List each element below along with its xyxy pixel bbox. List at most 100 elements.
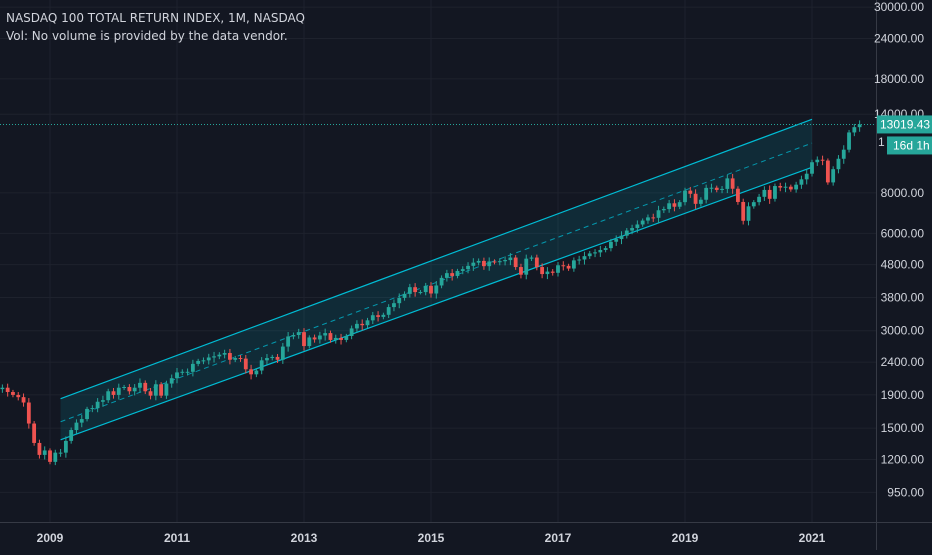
candle[interactable] — [815, 159, 820, 163]
candle[interactable] — [106, 391, 111, 401]
candle[interactable] — [746, 206, 751, 221]
candle[interactable] — [492, 261, 497, 263]
candle[interactable] — [450, 273, 455, 276]
candle[interactable] — [90, 408, 95, 410]
candle[interactable] — [804, 173, 809, 180]
candle[interactable] — [302, 332, 306, 347]
candle[interactable] — [159, 384, 164, 396]
candle[interactable] — [598, 249, 603, 253]
candle[interactable] — [434, 285, 439, 294]
candle[interactable] — [439, 277, 444, 286]
candle[interactable] — [471, 262, 476, 266]
candle[interactable] — [550, 271, 555, 273]
candle[interactable] — [709, 187, 714, 189]
candle[interactable] — [725, 178, 730, 189]
candle[interactable] — [762, 189, 767, 197]
candle[interactable] — [857, 124, 862, 128]
candle[interactable] — [53, 452, 58, 462]
candle[interactable] — [751, 202, 756, 207]
candle[interactable] — [127, 387, 132, 392]
candle[interactable] — [831, 169, 836, 183]
candle[interactable] — [101, 400, 105, 402]
candle[interactable] — [206, 357, 211, 361]
candle[interactable] — [148, 391, 153, 396]
candle[interactable] — [556, 265, 560, 273]
candle[interactable] — [275, 356, 280, 360]
candle[interactable] — [852, 127, 857, 133]
candle[interactable] — [95, 401, 100, 409]
candle[interactable] — [360, 323, 365, 326]
candle[interactable] — [741, 201, 746, 221]
candle[interactable] — [614, 239, 619, 242]
candle[interactable] — [825, 160, 830, 183]
candle[interactable] — [217, 354, 222, 357]
candle[interactable] — [344, 335, 349, 340]
candle[interactable] — [508, 257, 513, 261]
candle[interactable] — [704, 187, 709, 200]
candle[interactable] — [11, 391, 15, 395]
candle[interactable] — [656, 210, 661, 218]
candle[interactable] — [582, 256, 587, 260]
candle[interactable] — [370, 315, 375, 321]
candle[interactable] — [63, 440, 68, 453]
candle[interactable] — [444, 273, 449, 278]
candle[interactable] — [79, 419, 84, 423]
candle[interactable] — [328, 333, 333, 340]
candle[interactable] — [402, 293, 407, 298]
candle[interactable] — [773, 186, 777, 199]
candle[interactable] — [386, 307, 391, 315]
candle[interactable] — [836, 158, 841, 170]
candle[interactable] — [587, 253, 592, 257]
candle[interactable] — [810, 162, 814, 174]
candle[interactable] — [42, 450, 47, 455]
candle[interactable] — [672, 203, 677, 207]
candle[interactable] — [730, 178, 735, 189]
candle[interactable] — [58, 452, 63, 454]
candle[interactable] — [69, 430, 74, 441]
channel-lower-line[interactable] — [60, 166, 813, 441]
candle[interactable] — [661, 209, 666, 211]
candle[interactable] — [466, 265, 470, 270]
candle[interactable] — [365, 320, 370, 326]
candle[interactable] — [778, 186, 783, 188]
candle[interactable] — [265, 358, 269, 361]
candle[interactable] — [333, 337, 338, 340]
candle[interactable] — [122, 387, 126, 389]
candle[interactable] — [201, 360, 206, 362]
candle[interactable] — [513, 257, 518, 268]
candle[interactable] — [407, 287, 412, 294]
candle[interactable] — [185, 371, 190, 373]
candle[interactable] — [736, 188, 740, 202]
candle[interactable] — [619, 235, 624, 240]
candle[interactable] — [143, 382, 148, 392]
candle[interactable] — [788, 186, 793, 190]
candle[interactable] — [519, 267, 523, 275]
candle[interactable] — [476, 260, 481, 263]
candle[interactable] — [21, 397, 26, 403]
candle[interactable] — [455, 270, 460, 276]
candle[interactable] — [190, 363, 195, 372]
candle[interactable] — [534, 257, 539, 268]
candle[interactable] — [609, 241, 613, 249]
candle[interactable] — [630, 228, 634, 231]
candle[interactable] — [714, 187, 719, 190]
candle[interactable] — [296, 332, 301, 336]
candle[interactable] — [482, 260, 486, 267]
candle[interactable] — [677, 202, 682, 207]
candle[interactable] — [291, 335, 296, 337]
candle[interactable] — [48, 450, 52, 462]
candle[interactable] — [757, 196, 761, 203]
candle[interactable] — [397, 297, 402, 304]
candle[interactable] — [259, 360, 264, 371]
candle[interactable] — [698, 199, 703, 204]
candle[interactable] — [355, 323, 359, 329]
candle[interactable] — [767, 189, 772, 199]
candle[interactable] — [5, 387, 10, 392]
candle[interactable] — [26, 402, 31, 424]
candle[interactable] — [233, 358, 238, 360]
candle[interactable] — [487, 261, 492, 267]
candle[interactable] — [799, 179, 804, 185]
candle[interactable] — [37, 442, 42, 455]
candle[interactable] — [566, 265, 571, 269]
